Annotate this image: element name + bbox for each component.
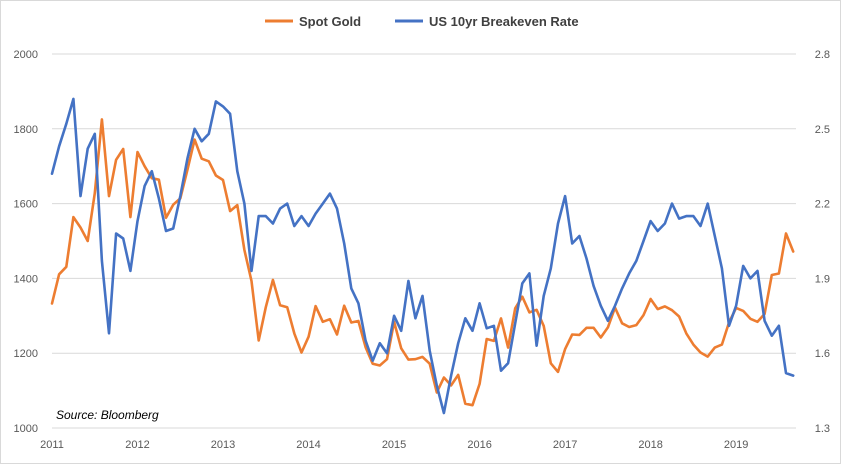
x-axis-tick-label: 2018 [638,439,662,451]
x-axis-tick-label: 2013 [211,439,235,451]
right-axis-ticks: 1.3 1.6 1.9 2.2 2.5 2.8 [815,49,830,435]
left-axis-tick-label: 1800 [14,124,38,136]
right-axis-tick-label: 1.3 [815,423,830,435]
series-line-spot-gold [50,118,795,407]
x-axis-ticks: 2011 2012 2013 2014 2015 2016 2017 2018 2019 [40,439,748,451]
gridlines [52,53,796,429]
source-note: Source: Bloomberg [56,408,159,422]
right-axis-tick-label: 2.5 [815,124,830,136]
series-line-breakeven-rate [50,97,795,415]
left-axis-tick-label: 1000 [14,423,38,435]
x-axis-tick-label: 2011 [40,439,64,451]
left-axis-ticks: 1000 1200 1400 1600 1800 2000 [14,49,38,435]
legend-label-breakeven-rate: US 10yr Breakeven Rate [429,14,579,29]
series-lines [50,97,795,415]
x-axis-tick-label: 2015 [382,439,406,451]
legend-label-spot-gold: Spot Gold [299,14,361,29]
x-axis-tick-label: 2017 [553,439,577,451]
left-axis-tick-label: 1200 [14,348,38,360]
right-axis-tick-label: 1.9 [815,273,830,285]
x-axis-tick-label: 2012 [125,439,149,451]
x-axis-tick-label: 2016 [467,439,491,451]
right-axis-tick-label: 1.6 [815,348,830,360]
left-axis-tick-label: 2000 [14,49,38,61]
x-axis-tick-label: 2014 [296,439,320,451]
left-axis-tick-label: 1600 [14,199,38,211]
x-axis-tick-label: 2019 [724,439,748,451]
legend: Spot Gold US 10yr Breakeven Rate [265,14,579,29]
right-axis-tick-label: 2.2 [815,199,830,211]
left-axis-tick-label: 1400 [14,273,38,285]
right-axis-tick-label: 2.8 [815,49,830,61]
